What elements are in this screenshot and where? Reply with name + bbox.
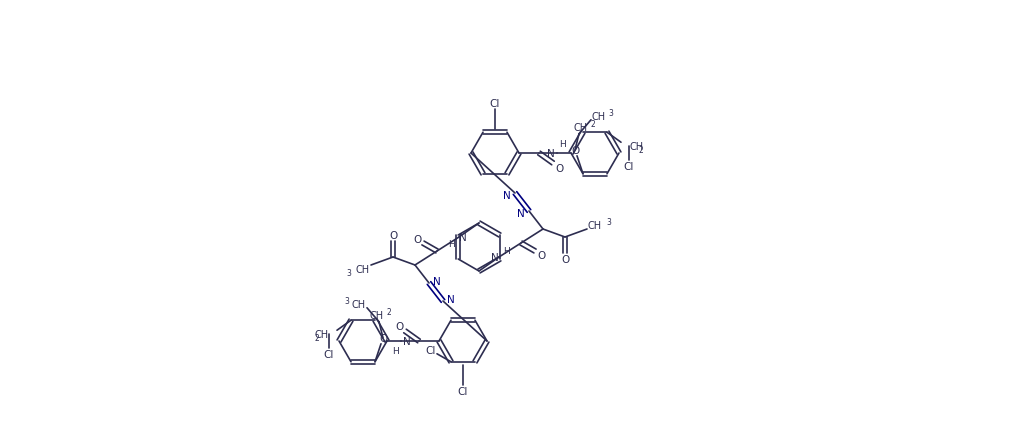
Text: N: N [518, 208, 525, 218]
Text: N: N [547, 149, 555, 159]
Text: 3: 3 [347, 268, 352, 277]
Text: 2: 2 [639, 145, 643, 155]
Text: N: N [491, 253, 499, 263]
Text: 3: 3 [345, 296, 350, 306]
Text: N: N [503, 191, 510, 201]
Text: O: O [389, 230, 397, 240]
Text: CH: CH [629, 142, 643, 152]
Text: CH: CH [356, 264, 370, 274]
Text: CH: CH [352, 299, 366, 309]
Text: Cl: Cl [490, 99, 500, 109]
Text: CH: CH [370, 310, 384, 320]
Text: O: O [555, 164, 563, 174]
Text: CH: CH [588, 220, 602, 230]
Text: H: H [392, 346, 399, 355]
Text: Cl: Cl [458, 386, 468, 396]
Text: N: N [433, 276, 440, 286]
Text: O: O [537, 250, 545, 260]
Text: H: H [503, 247, 509, 256]
Text: CH: CH [574, 122, 588, 132]
Text: 2: 2 [315, 333, 319, 342]
Text: H: H [559, 140, 566, 149]
Text: Cl: Cl [426, 345, 436, 355]
Text: O: O [395, 321, 403, 331]
Text: O: O [379, 333, 387, 343]
Text: N: N [448, 294, 455, 304]
Text: CH: CH [592, 112, 606, 122]
Text: O: O [571, 145, 579, 155]
Text: 2: 2 [387, 308, 391, 316]
Text: Cl: Cl [624, 162, 634, 172]
Text: 2: 2 [591, 120, 596, 129]
Text: N: N [459, 233, 467, 243]
Text: Cl: Cl [324, 349, 334, 359]
Text: 3: 3 [608, 109, 613, 118]
Text: N: N [403, 336, 411, 346]
Text: O: O [561, 254, 569, 264]
Text: H: H [449, 240, 455, 248]
Text: 3: 3 [606, 218, 611, 227]
Text: O: O [413, 234, 421, 244]
Text: CH: CH [315, 329, 329, 339]
